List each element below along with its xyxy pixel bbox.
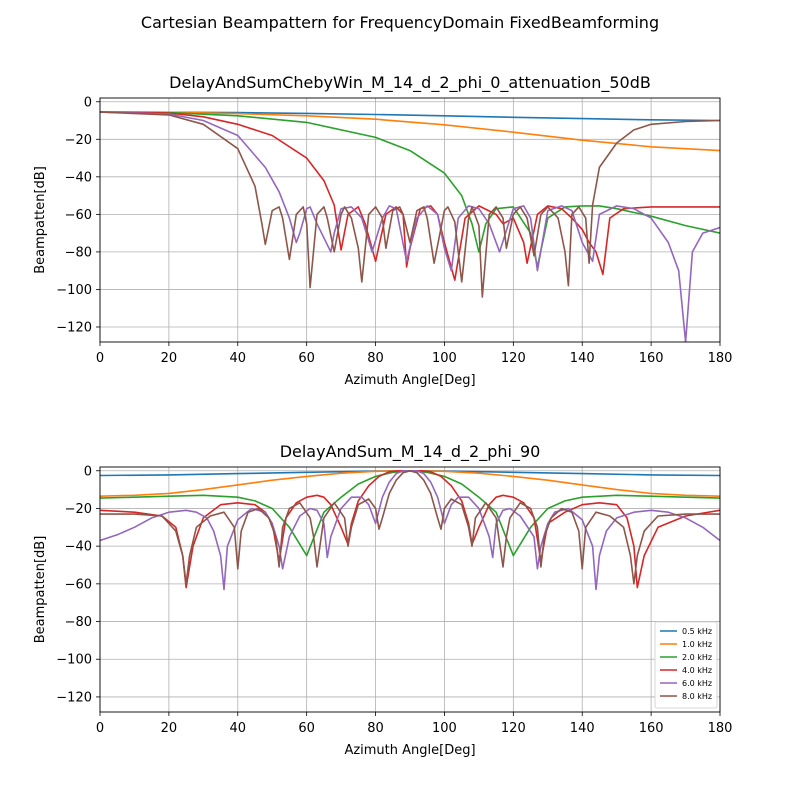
axes-title: DelayAndSumChebyWin_M_14_d_2_phi_0_atten… xyxy=(169,73,651,93)
y-tick-label: −20 xyxy=(65,133,92,148)
x-tick-label: 80 xyxy=(367,351,384,366)
x-tick-label: 140 xyxy=(570,351,595,366)
series-line-8-0-khz xyxy=(100,470,720,585)
series-line-4-0-khz xyxy=(100,470,720,589)
y-tick-label: −60 xyxy=(65,208,92,223)
figure-suptitle: Cartesian Beampattern for FrequencyDomai… xyxy=(141,13,659,32)
legend-label: 2.0 kHz xyxy=(682,653,712,662)
x-tick-label: 100 xyxy=(432,351,457,366)
legend-label: 1.0 kHz xyxy=(682,640,712,649)
top-axes: 0 20 40 60 80 100 120 140 160 180 0 −20 −40 −60 −80 −10… xyxy=(33,73,732,388)
x-tick-label: 20 xyxy=(161,721,178,736)
y-tick-label: −20 xyxy=(65,502,92,517)
x-tick-label: 0 xyxy=(96,351,104,366)
y-tick-label: −100 xyxy=(56,283,92,298)
x-tick-label: 140 xyxy=(570,721,595,736)
bottom-axes: 0 20 40 60 80 100 120 140 160 180 0 −20 −40 −60 −80 −10… xyxy=(33,442,732,758)
x-tick-label: 60 xyxy=(298,351,315,366)
y-tick-label: −60 xyxy=(65,577,92,592)
x-tick-label: 40 xyxy=(230,721,247,736)
y-tick-label: −120 xyxy=(56,320,92,335)
y-tick-label: 0 xyxy=(84,95,92,110)
legend-label: 0.5 kHz xyxy=(682,627,712,636)
series-line-6-0-khz xyxy=(100,470,720,591)
x-tick-label: 0 xyxy=(96,721,104,736)
y-axis-label: Beampatten[dB] xyxy=(33,536,48,644)
legend-label: 4.0 kHz xyxy=(682,666,712,675)
x-tick-label: 60 xyxy=(298,721,315,736)
series-group xyxy=(100,111,720,342)
x-tick-label: 160 xyxy=(639,351,664,366)
x-tick-label: 20 xyxy=(161,351,178,366)
series-line-8-0-khz xyxy=(100,111,720,298)
axes-title: DelayAndSum_M_14_d_2_phi_90 xyxy=(280,442,541,462)
series-line-6-0-khz xyxy=(100,111,720,342)
x-tick-label: 120 xyxy=(501,351,526,366)
y-tick-label: −40 xyxy=(65,540,92,555)
y-tick-label: −40 xyxy=(65,170,92,185)
series-group xyxy=(100,470,720,591)
axes-frame xyxy=(99,97,721,343)
legend: 0.5 kHz 1.0 kHz 2.0 kHz 4.0 kHz 6.0 kHz 8.0 k… xyxy=(654,621,718,709)
series-line-2-0-khz xyxy=(100,111,720,268)
y-tick-label: −120 xyxy=(56,690,92,705)
legend-label: 8.0 kHz xyxy=(682,692,712,701)
x-tick-label: 180 xyxy=(708,351,733,366)
y-tick-label: −80 xyxy=(65,615,92,630)
y-tick-label: −100 xyxy=(56,653,92,668)
x-tick-label: 120 xyxy=(501,721,526,736)
x-tick-label: 180 xyxy=(708,721,733,736)
axes-frame xyxy=(99,466,721,713)
x-tick-label: 40 xyxy=(230,351,247,366)
x-tick-label: 100 xyxy=(432,721,457,736)
y-tick-label: 0 xyxy=(84,464,92,479)
x-axis-label: Azimuth Angle[Deg] xyxy=(344,743,475,758)
legend-label: 6.0 kHz xyxy=(682,679,712,688)
y-axis-label: Beampatten[dB] xyxy=(33,166,48,274)
x-tick-label: 160 xyxy=(639,721,664,736)
y-tick-label: −80 xyxy=(65,245,92,260)
x-tick-label: 80 xyxy=(367,721,384,736)
x-axis-label: Azimuth Angle[Deg] xyxy=(344,373,475,388)
series-line-4-0-khz xyxy=(100,111,720,281)
